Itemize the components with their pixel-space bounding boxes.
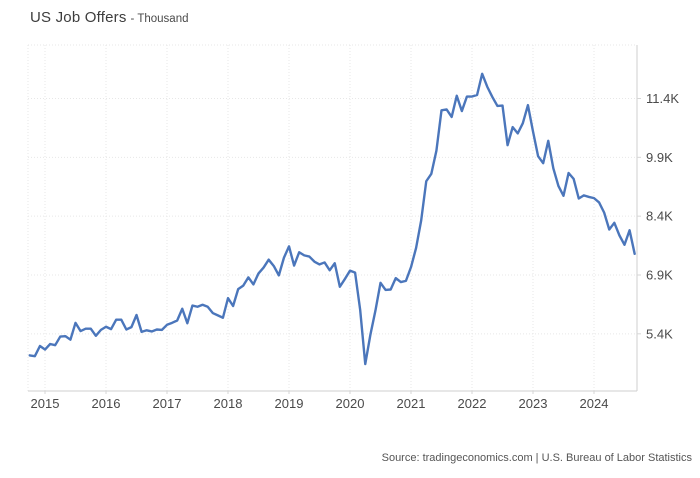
job-offers-series-line[interactable] — [28, 72, 636, 366]
x-axis-tick-label: 2021 — [397, 396, 426, 411]
chart-header: US Job Offers - Thousand — [30, 9, 189, 27]
y-axis-tick-label: 5.4K — [646, 326, 673, 341]
y-axis-tick-label: 9.9K — [646, 150, 673, 165]
page-title: US Job Offers — [30, 9, 127, 26]
y-axis-tick-label: 6.9K — [646, 267, 673, 282]
x-axis-tick-label: 2016 — [92, 396, 121, 411]
x-axis-tick-label: 2015 — [31, 396, 60, 411]
y-axis-tick-label: 11.4K — [646, 91, 679, 106]
x-axis-tick-label: 2019 — [275, 396, 304, 411]
x-axis-tick-label: 2024 — [580, 396, 609, 411]
x-axis-tick-label: 2020 — [336, 396, 365, 411]
x-axis-tick-label: 2022 — [458, 396, 487, 411]
page-subtitle: - Thousand — [130, 13, 189, 25]
x-axis-tick-label: 2023 — [519, 396, 548, 411]
line-chart[interactable]: 2015 2016 2017 2018 2019 2020 2021 2022 2023 2024… — [0, 0, 700, 445]
x-axis-tick-label: 2017 — [153, 396, 182, 411]
x-axis-tick-label: 2018 — [214, 396, 243, 411]
source-attribution: Source: tradingeconomics.com | U.S. Bure… — [381, 452, 692, 464]
y-axis-tick-label: 8.4K — [646, 209, 673, 224]
